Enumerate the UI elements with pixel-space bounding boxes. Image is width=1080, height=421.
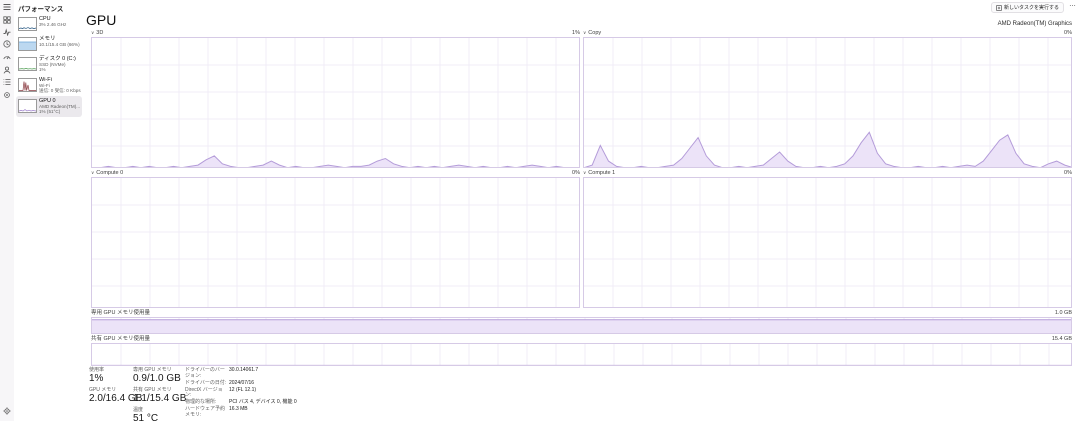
processes-icon[interactable] xyxy=(3,16,11,24)
dedicated-memory-stat-value: 0.9/1.0 GB xyxy=(133,373,181,384)
compute0-selector[interactable]: ∨ Compute 0 xyxy=(91,170,123,176)
compute0-value: 0% xyxy=(572,170,580,176)
gpu-panel-title: GPU xyxy=(86,12,117,28)
compute0-chart xyxy=(91,177,580,308)
dedicated-memory-chartbox: 専用 GPU メモリ使用量 1.0 GB xyxy=(91,308,1072,334)
sidebar-item-gpu[interactable]: GPU 0 AMD Radeon(TM)... 1% (51°C) xyxy=(16,96,82,117)
services-icon[interactable] xyxy=(3,91,11,99)
new-task-icon xyxy=(996,4,1002,11)
shared-memory-stat-label: 共有 GPU メモリ xyxy=(133,387,172,393)
details-icon[interactable] xyxy=(3,78,11,86)
gpu-memory-value: 2.0/16.4 GB xyxy=(89,393,143,404)
shared-memory-stat-value: 1.1/15.4 GB xyxy=(133,393,187,404)
shared-memory-max: 15.4 GB xyxy=(1051,336,1072,342)
performance-icon[interactable] xyxy=(3,28,11,36)
wifi-sparkline xyxy=(18,78,37,92)
chevron-down-icon: ∨ xyxy=(583,30,587,35)
gpu-stats: 使用率 1% GPU メモリ 2.0/16.4 GB 専用 GPU メモリ 0.… xyxy=(89,367,297,421)
more-options-button[interactable]: … xyxy=(1069,1,1076,8)
usage-value: 1% xyxy=(89,373,104,384)
page-title: パフォーマンス xyxy=(18,6,64,13)
cpu-sparkline xyxy=(18,17,37,31)
dedicated-memory-max: 1.0 GB xyxy=(1054,310,1072,316)
sidebar-item-wifi[interactable]: Wi-Fi Wi-Fi 送信: 0 受信: 0 Kbps xyxy=(16,75,82,96)
copy-engine-value: 0% xyxy=(1064,30,1072,36)
chevron-down-icon: ∨ xyxy=(91,170,95,175)
copy-engine-chartbox: ∨ Copy 0% xyxy=(583,28,1072,168)
gpu-memory-label: GPU メモリ xyxy=(89,387,117,393)
app-history-icon[interactable] xyxy=(3,40,11,48)
driver-version-row: ドライバーのバージョン: 30.0.14061.7 xyxy=(185,367,259,379)
chevron-down-icon: ∨ xyxy=(91,30,95,35)
3d-engine-value: 1% xyxy=(572,30,580,36)
dedicated-memory-stat-label: 専用 GPU メモリ xyxy=(133,367,172,373)
sidebar-item-cpu[interactable]: CPU 3% 2.46 GHz xyxy=(16,14,82,33)
startup-apps-icon[interactable] xyxy=(3,53,11,61)
gpu-sparkline xyxy=(18,99,37,113)
dedicated-memory-label: 専用 GPU メモリ使用量 xyxy=(91,310,150,316)
3d-engine-chartbox: ∨ 3D 1% xyxy=(91,28,580,168)
compute1-chartbox: ∨ Compute 1 0% xyxy=(583,168,1072,308)
users-icon[interactable] xyxy=(3,66,11,74)
compute0-chartbox: ∨ Compute 0 0% xyxy=(91,168,580,308)
run-new-task-button[interactable]: 新しいタスクを実行する xyxy=(990,2,1064,13)
sidebar-item-memory[interactable]: メモリ 10.1/15.4 GB (66%) xyxy=(16,34,82,53)
copy-engine-chart xyxy=(583,37,1072,168)
copy-engine-label: Copy xyxy=(588,30,602,36)
driver-date-row: ドライバーの日付: 2024/07/16 xyxy=(185,379,255,386)
shared-memory-chartbox: 共有 GPU メモリ使用量 15.4 GB xyxy=(91,334,1072,366)
shared-memory-label: 共有 GPU メモリ使用量 xyxy=(91,336,150,342)
directx-version-row: DirectX バージョン: 12 (FL 12.1) xyxy=(185,386,257,398)
compute1-chart xyxy=(583,177,1072,308)
sidebar-item-disk[interactable]: ディスク 0 (C:) SSD (NVMe) 1% xyxy=(16,54,82,75)
temperature-value: 51 °C xyxy=(133,413,159,421)
3d-engine-label: 3D xyxy=(96,30,104,36)
nav-rail xyxy=(0,0,14,421)
3d-engine-selector[interactable]: ∨ 3D xyxy=(91,30,103,36)
shared-memory-chart xyxy=(91,343,1072,366)
dedicated-memory-chart xyxy=(91,317,1072,334)
3d-engine-chart xyxy=(91,37,580,168)
copy-engine-selector[interactable]: ∨ Copy xyxy=(583,30,601,36)
chevron-down-icon: ∨ xyxy=(583,170,587,175)
compute1-label: Compute 1 xyxy=(588,170,616,176)
memory-sparkline xyxy=(18,37,37,51)
compute0-label: Compute 0 xyxy=(96,170,124,176)
disk-sparkline xyxy=(18,57,37,71)
physical-location-row: 物理的な場所: PCI バス 4, デバイス 0, 機能 0 xyxy=(185,399,297,405)
gpu-device-name: AMD Radeon(TM) Graphics xyxy=(997,21,1072,27)
compute1-selector[interactable]: ∨ Compute 1 xyxy=(583,170,615,176)
usage-label: 使用率 xyxy=(89,367,105,373)
temperature-label: 温度 xyxy=(133,407,144,413)
menu-icon[interactable] xyxy=(3,3,11,11)
compute1-value: 0% xyxy=(1064,170,1072,176)
run-new-task-label: 新しいタスクを実行する xyxy=(1003,5,1059,11)
hw-reserved-memory-row: ハードウェア予約メモリ: 16.3 MB xyxy=(185,406,248,418)
settings-gear-icon[interactable] xyxy=(3,407,11,415)
